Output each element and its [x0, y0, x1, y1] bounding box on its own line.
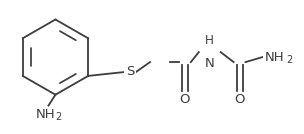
Text: NH: NH	[264, 51, 284, 64]
Text: H: H	[205, 34, 214, 47]
Text: O: O	[234, 93, 245, 106]
Text: 2: 2	[55, 112, 61, 122]
Text: N: N	[205, 57, 215, 70]
Text: O: O	[180, 93, 190, 106]
Text: NH: NH	[36, 108, 55, 121]
Text: 2: 2	[286, 55, 292, 65]
Text: S: S	[126, 65, 134, 78]
